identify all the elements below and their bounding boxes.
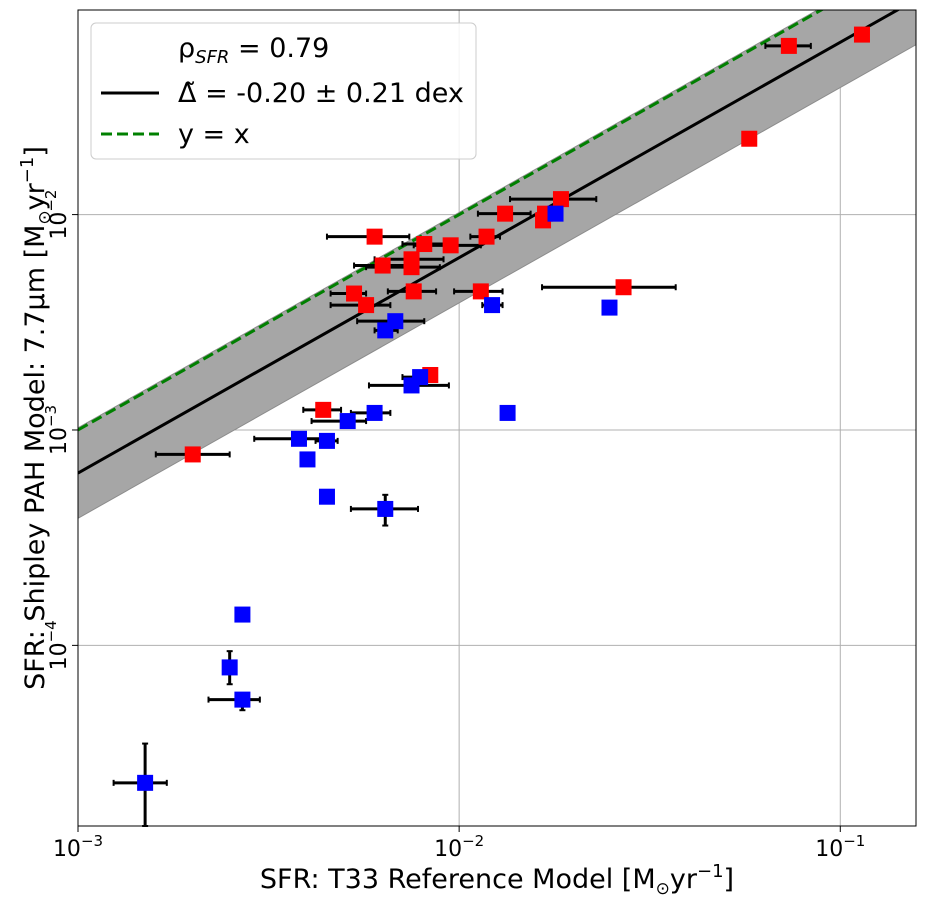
red-data-point [416,236,433,253]
blue-data-point [299,451,316,468]
data-points [137,26,870,791]
legend-box [90,22,477,160]
scatter-band [78,10,916,519]
red-data-point [405,283,422,300]
blue-data-point [484,297,501,314]
red-data-point [366,228,383,245]
red-data-point [552,191,569,208]
x-tick-label: 10−2 [434,832,484,862]
blue-data-point [137,774,154,791]
blue-data-point [403,377,420,394]
blue-data-point [234,606,251,623]
red-data-point [315,401,332,418]
red-data-point [780,37,797,54]
blue-data-point [499,404,516,421]
y-axis-label: SFR: Shipley PAH Model: 7.7μm [M⊙yr−1] [17,146,55,690]
blue-data-point [221,659,238,676]
red-data-point [615,279,632,296]
identity-line [78,10,825,432]
red-data-point [442,237,459,254]
blue-data-point [601,299,618,316]
blue-data-point [318,432,335,449]
x-tick-label: 10−1 [815,832,865,862]
red-data-point [374,257,391,274]
legend-rho-entry: ρSFR = 0.79 [178,33,329,68]
scatter-band-area [78,10,916,519]
y-tick-label: 10−3 [42,405,72,455]
red-data-point [497,205,514,222]
red-data-point [358,297,375,314]
legend-fit-entry: Δ̃ = -0.20 ± 0.21 dex [178,78,464,109]
legend: ρSFR = 0.79 Δ̃ = -0.20 ± 0.21 dex y = x [90,22,477,160]
y-tick-label: 10−4 [42,620,72,670]
legend-identity-entry: y = x [178,119,250,150]
blue-data-point [366,404,383,421]
blue-data-point [377,322,394,339]
red-data-point [403,259,420,276]
blue-data-point [339,413,356,430]
x-axis-label: SFR: T33 Reference Model [M⊙yr−1] [260,861,734,899]
blue-data-point [377,500,394,517]
blue-data-point [290,430,307,447]
red-data-point [478,228,495,245]
red-data-point [346,285,363,302]
blue-data-point [547,205,564,222]
plot-frame [77,9,917,827]
red-data-point [472,283,489,300]
x-tick-label: 10−3 [53,832,103,862]
red-data-point [184,446,201,463]
axis-ticks: 10−3 10−2 10−1 10−4 10−3 10−2 [42,190,865,862]
red-data-point [853,26,870,43]
red-data-point [535,212,552,229]
red-data-point [741,130,758,147]
blue-data-point [234,691,251,708]
y-tick-label: 10−2 [42,190,72,240]
blue-data-point [318,488,335,505]
